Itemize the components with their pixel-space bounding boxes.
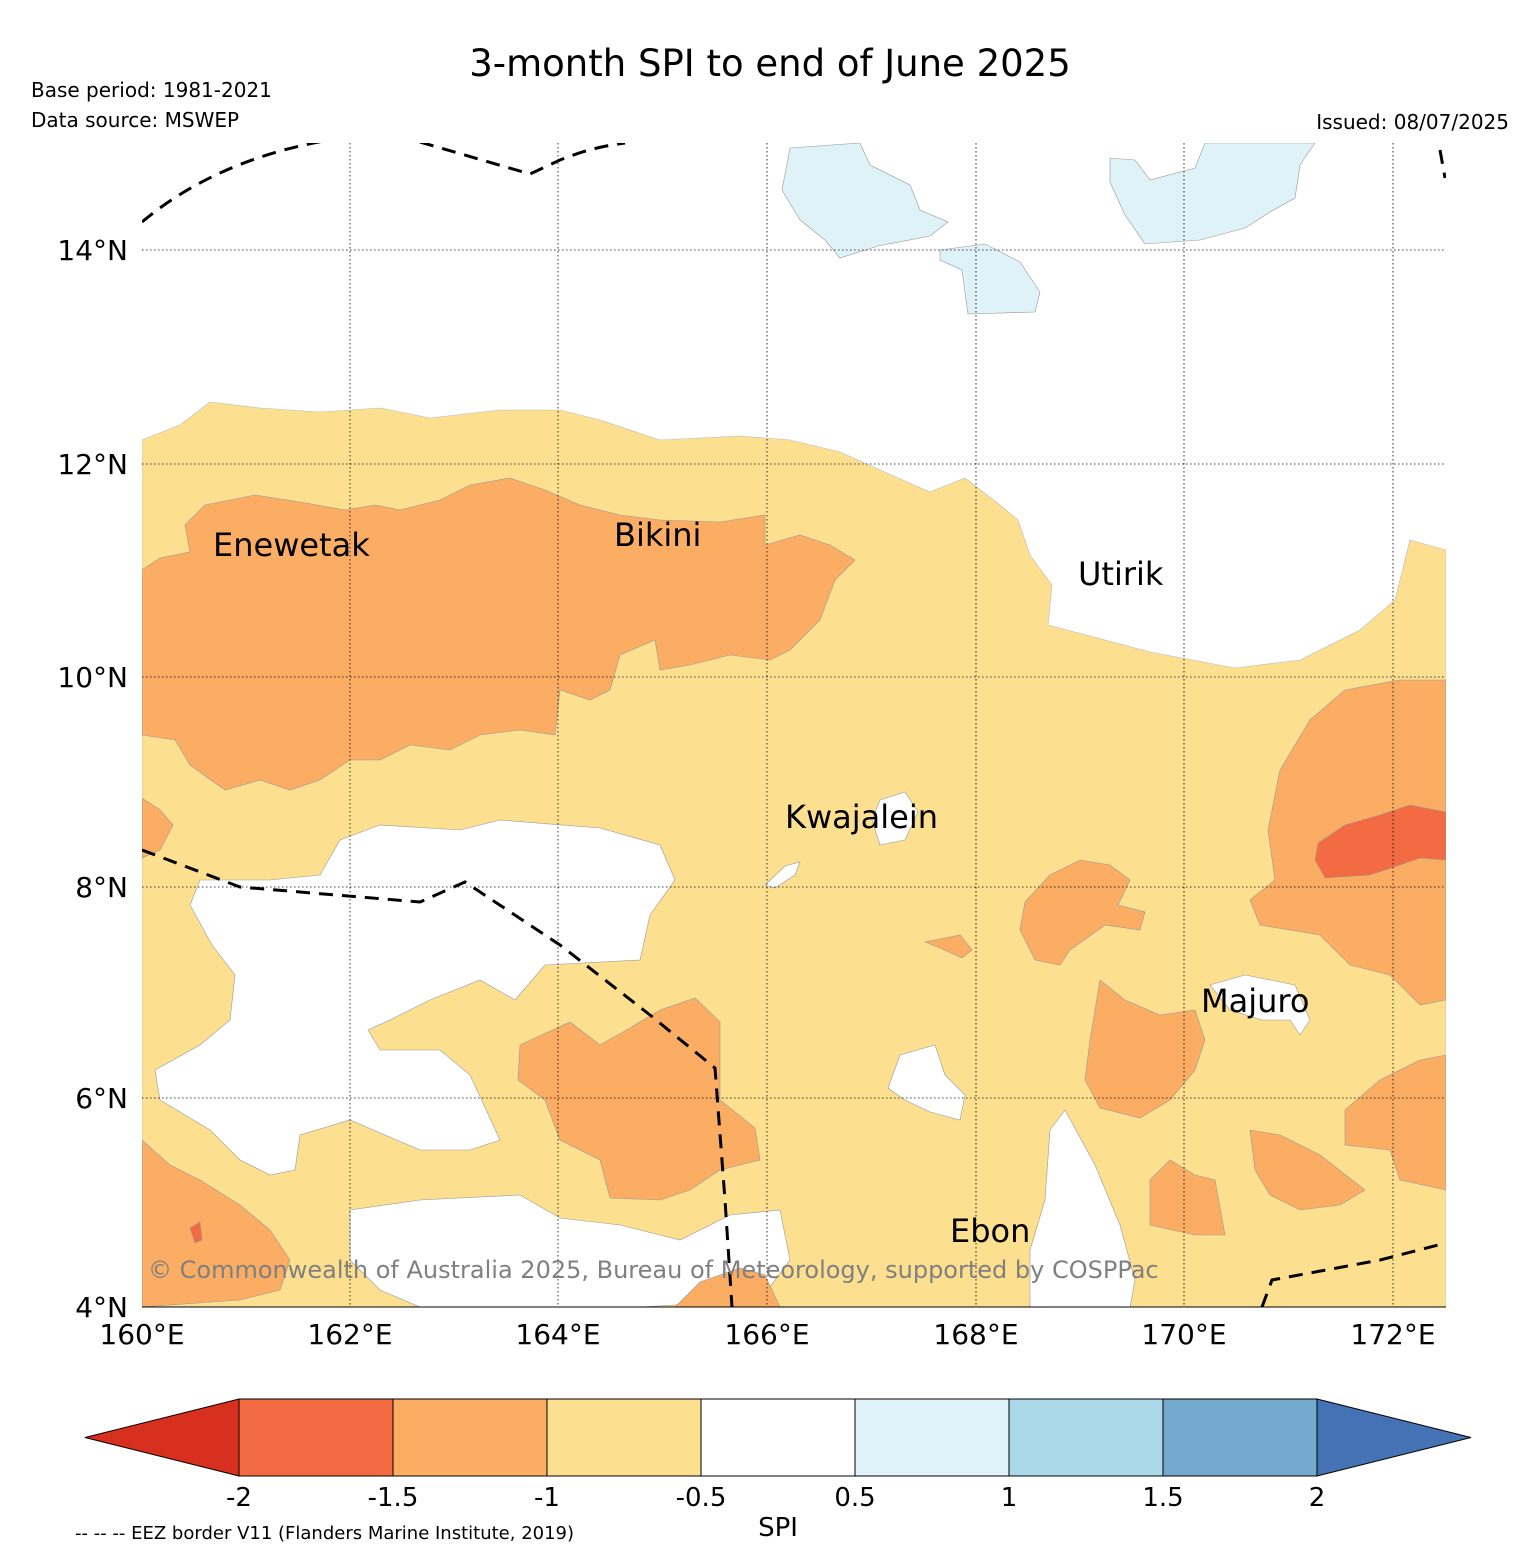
near-normal-kwajalein-hole [871, 791, 919, 846]
colorbar-tick-label: -1 [534, 1483, 560, 1513]
colorbar-segment [392, 1398, 548, 1477]
issued-date-label: Issued: 08/07/2025 [1316, 110, 1509, 134]
spi-dry-moderate-southeast [1249, 1129, 1366, 1211]
near-normal-east-hole [887, 1044, 966, 1121]
lat-tick-label: 12°N [57, 448, 128, 481]
lat-tick-label: 14°N [57, 234, 128, 267]
place-label-majuro: Majuro [1201, 982, 1309, 1020]
eez-border-note: -- -- -- EEZ border V11 (Flanders Marine… [75, 1523, 575, 1544]
data-source-label: Data source: MSWEP [31, 108, 240, 132]
map-title: 3-month SPI to end of June 2025 [469, 42, 1071, 85]
lon-tick-label: 162°E [307, 1318, 392, 1351]
place-label-ebon: Ebon [950, 1212, 1030, 1250]
colorbar-tick-label: -1.5 [367, 1483, 419, 1513]
eez-borders [142, 143, 1446, 1307]
colorbar-segment [1162, 1398, 1318, 1477]
spi-wet-region-north-3 [1109, 143, 1316, 245]
colorbar-extend-low [84, 1398, 240, 1477]
lat-tick-label: 6°N [75, 1082, 128, 1115]
lon-tick-label: 164°E [515, 1318, 600, 1351]
place-label-enewetak: Enewetak [213, 526, 370, 564]
colorbar-segment [1008, 1398, 1164, 1477]
colorbar-segment [546, 1398, 702, 1477]
colorbar-tick-label: -0.5 [675, 1483, 727, 1513]
near-normal-south-hole [349, 1194, 791, 1307]
lat-tick-label: 10°N [57, 661, 128, 694]
spi-dry-moderate-southwest [142, 1139, 291, 1307]
colorbar-extend-high [1316, 1398, 1472, 1477]
near-normal-west-hole [154, 819, 676, 1176]
place-label-kwajalein: Kwajalein [785, 798, 938, 836]
colorbar-tick-label: -2 [226, 1483, 252, 1513]
spi-dry-moderate-south-east [1149, 1159, 1226, 1236]
lon-tick-label: 170°E [1141, 1318, 1226, 1351]
lat-tick-label: 8°N [75, 871, 128, 904]
colorbar-segment [700, 1398, 856, 1477]
spi-dry-moderate-central [517, 997, 761, 1201]
near-normal-small-hole [764, 861, 801, 889]
graticule [142, 143, 1446, 1307]
spi-dry-moderate-south [674, 1267, 781, 1307]
colorbar-segment [854, 1398, 1010, 1477]
colorbar-tick-label: 1 [1000, 1483, 1018, 1513]
lon-tick-label: 168°E [933, 1318, 1018, 1351]
spi-dry-severe-spot [189, 1221, 203, 1244]
spi-fields [142, 143, 1446, 1307]
lon-tick-label: 166°E [724, 1318, 809, 1351]
place-label-bikini: Bikini [614, 516, 701, 554]
spi-dry-moderate-small [923, 934, 973, 959]
colorbar-tick-label: 2 [1308, 1483, 1326, 1513]
near-normal-ebon-hole [1029, 1109, 1136, 1307]
colorbar-segment [238, 1398, 394, 1477]
lon-tick-label: 172°E [1350, 1318, 1435, 1351]
spi-dry-moderate-west-edge [142, 797, 174, 859]
spi-dry-moderate-east-2 [1084, 979, 1206, 1119]
colorbar-segments [84, 1398, 1472, 1477]
colorbar-tick-label: 0.5 [834, 1483, 876, 1513]
place-label-utirik: Utirik [1078, 555, 1164, 593]
lat-tick-label: 4°N [75, 1291, 128, 1324]
spi-dry-moderate-southeast-2 [1344, 1054, 1446, 1191]
spi-wet-region-north [781, 143, 949, 259]
spi-wet-region-north-2 [939, 243, 1041, 315]
spi-dry-severe-east [1314, 804, 1446, 879]
near-normal-majuro-hole [1209, 974, 1311, 1036]
lon-tick-label: 160°E [99, 1318, 184, 1351]
spi-dry-moderate-east-1 [1019, 859, 1146, 966]
base-period-label: Base period: 1981-2021 [31, 78, 272, 102]
colorbar-tick-label: 1.5 [1142, 1483, 1184, 1513]
copyright-notice: © Commonwealth of Australia 2025, Bureau… [148, 1256, 1159, 1284]
spi-dry-moderate-north [142, 477, 856, 791]
colorbar-label: SPI [758, 1513, 798, 1543]
